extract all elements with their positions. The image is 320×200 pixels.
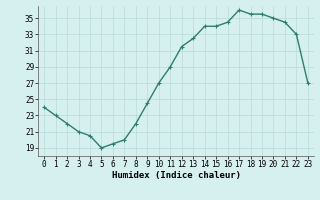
X-axis label: Humidex (Indice chaleur): Humidex (Indice chaleur) [111, 171, 241, 180]
